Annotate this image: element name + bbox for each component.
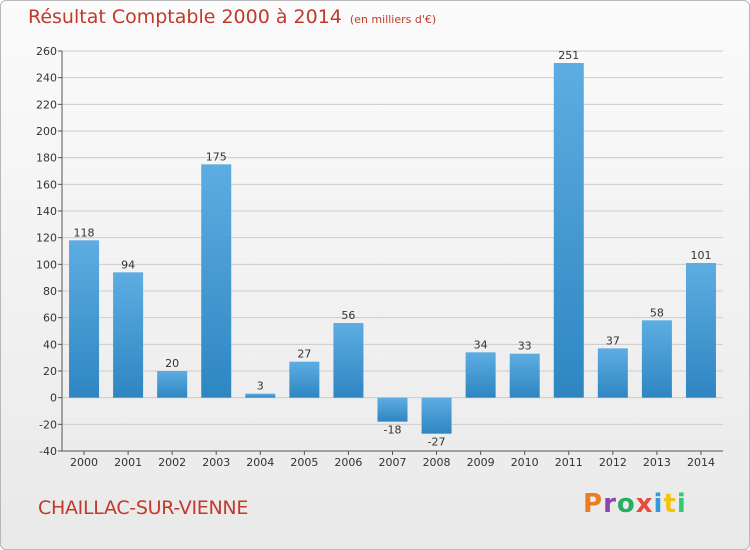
data-label-2007: -18 (384, 424, 402, 437)
y-tick-label: 100 (36, 258, 57, 271)
data-label-2000: 118 (74, 226, 95, 239)
y-tick-label: 260 (36, 45, 57, 58)
x-tick-label: 2006 (334, 456, 362, 469)
bar-2006 (333, 323, 364, 398)
bar-2013 (641, 320, 672, 398)
x-tick-label: 2011 (555, 456, 583, 469)
brand-letter: x (635, 489, 654, 519)
data-label-2003: 175 (206, 150, 227, 163)
bar-2005 (289, 361, 320, 398)
bar-2014 (685, 263, 716, 398)
x-tick-label: 2001 (114, 456, 142, 469)
x-tick-label: 2013 (643, 456, 671, 469)
bar-2001 (113, 272, 144, 398)
chart-unit: (en milliers d'€) (349, 13, 437, 26)
y-tick-label: -40 (39, 445, 57, 458)
chart-title: Résultat Comptable 2000 à 2014 (28, 6, 342, 28)
bar-2008 (421, 397, 452, 434)
brand-letter: o (616, 489, 636, 519)
data-label-2010: 33 (518, 340, 532, 353)
x-tick-label: 2012 (599, 456, 627, 469)
title-row: Résultat Comptable 2000 à 2014 (en millie… (28, 6, 436, 28)
y-tick-label: 180 (36, 152, 57, 165)
data-label-2004: 3 (257, 380, 264, 393)
x-tick-label: 2010 (511, 456, 539, 469)
brand-letter: i (676, 489, 687, 519)
brand-logo: Proxiti (583, 489, 687, 519)
x-tick-label: 2004 (246, 456, 274, 469)
bar-2010 (509, 353, 540, 398)
data-label-2008: -27 (428, 436, 446, 449)
data-label-2005: 27 (297, 348, 311, 361)
data-label-2013: 58 (650, 306, 664, 319)
bar-2002 (157, 371, 188, 398)
bar-2003 (201, 164, 232, 398)
y-tick-label: 120 (36, 232, 57, 245)
data-label-2012: 37 (606, 334, 620, 347)
x-tick-label: 2009 (467, 456, 495, 469)
y-tick-label: 60 (43, 312, 57, 325)
data-label-2002: 20 (165, 357, 179, 370)
y-tick-label: 0 (50, 392, 57, 405)
data-label-2001: 94 (121, 258, 135, 271)
data-label-2009: 34 (474, 338, 488, 351)
y-tick-label: 200 (36, 125, 57, 138)
y-tick-label: 40 (43, 338, 57, 351)
x-tick-label: 2014 (687, 456, 715, 469)
x-tick-label: 2007 (379, 456, 407, 469)
y-tick-label: 240 (36, 72, 57, 85)
y-tick-label: 160 (36, 178, 57, 191)
y-tick-label: 140 (36, 205, 57, 218)
brand-letter: P (583, 489, 604, 519)
y-tick-label: -20 (39, 418, 57, 431)
bar-2012 (597, 348, 628, 398)
x-tick-label: 2002 (158, 456, 186, 469)
y-tick-label: 80 (43, 285, 57, 298)
x-tick-label: 2000 (70, 456, 98, 469)
bar-2011 (553, 63, 584, 398)
bar-2007 (377, 397, 408, 422)
y-tick-label: 220 (36, 98, 57, 111)
city-name: CHAILLAC-SUR-VIENNE (38, 497, 249, 519)
data-label-2014: 101 (690, 249, 711, 262)
x-tick-label: 2003 (202, 456, 230, 469)
brand-letter: i (653, 489, 664, 519)
data-label-2006: 56 (341, 309, 355, 322)
brand-letter: r (603, 489, 617, 519)
bar-2009 (465, 352, 496, 398)
bar-2004 (245, 393, 276, 398)
x-tick-label: 2005 (290, 456, 318, 469)
data-label-2011: 251 (558, 49, 579, 62)
x-tick-label: 2008 (423, 456, 451, 469)
brand-letter: t (663, 489, 677, 519)
bar-2000 (69, 240, 100, 398)
y-tick-label: 20 (43, 365, 57, 378)
